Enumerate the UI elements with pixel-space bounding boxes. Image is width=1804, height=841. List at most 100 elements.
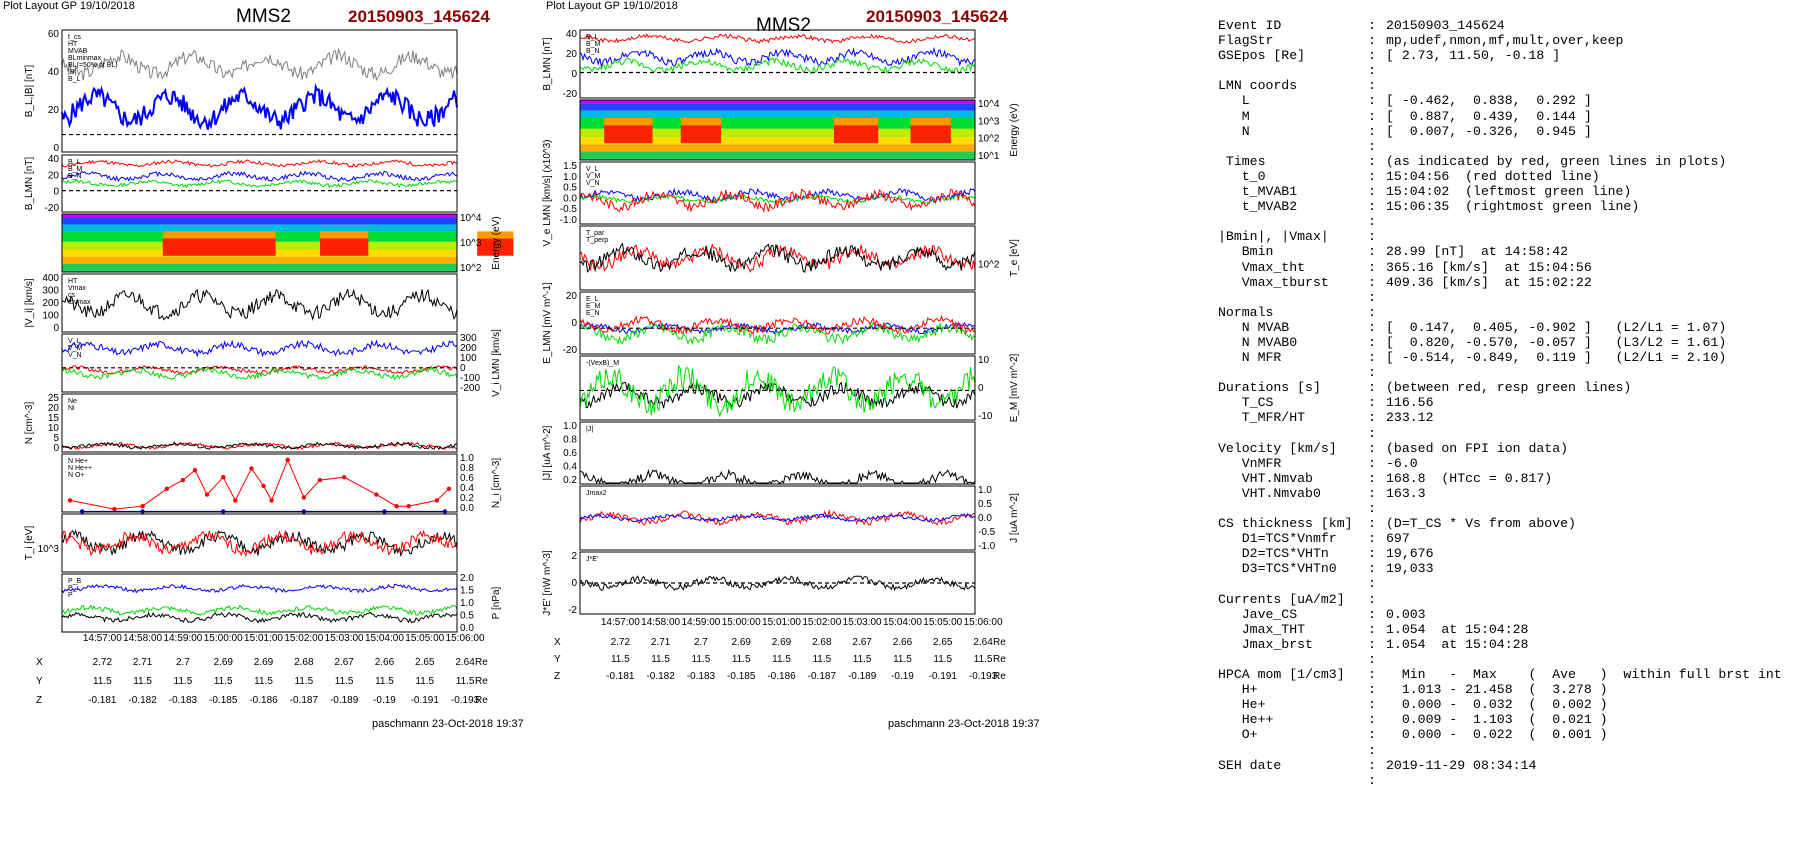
info-key <box>1218 773 1368 788</box>
info-value: (between red, resp green lines) <box>1386 380 1632 396</box>
info-key <box>1218 365 1368 380</box>
info-row: |Bmin|, |Vmax|: <box>1218 229 1798 244</box>
spectrogram-band <box>580 144 975 152</box>
position-unit: Re <box>475 657 488 668</box>
position-value: 11.5 <box>651 654 670 665</box>
position-value: 11.5 <box>692 654 711 665</box>
time-tick-label: 14:57:00 <box>83 633 122 644</box>
info-key: LMN coords <box>1218 78 1298 94</box>
legend-entry: B_L <box>68 159 81 166</box>
y-tick-label: 0.2 <box>563 475 577 486</box>
y-tick-label: 1.0 <box>563 421 577 432</box>
position-value: 11.5 <box>611 654 630 665</box>
panel-frame <box>61 213 458 273</box>
info-key: D1=TCS*Vnmfr <box>1218 531 1337 547</box>
position-value: 11.5 <box>732 654 751 665</box>
position-value: -0.191 <box>411 695 440 706</box>
position-axis-label: Y <box>554 654 561 665</box>
legend-entry: P <box>68 592 73 599</box>
legend-entry: E_N <box>586 310 600 317</box>
info-key <box>1218 743 1368 758</box>
info-value: 233.12 <box>1386 410 1434 426</box>
y-tick-label: 20 <box>566 49 578 60</box>
time-tick-label: 14:57:00 <box>601 617 640 628</box>
info-key: HPCA mom [1/cm3] <box>1218 667 1345 683</box>
y-tick-label: -20 <box>45 203 60 214</box>
position-unit: Re <box>993 671 1006 682</box>
info-colon: : <box>1368 108 1376 124</box>
y-tick-label: 0 <box>571 578 577 589</box>
series-em <box>579 364 976 417</box>
position-value: 2.65 <box>415 657 435 668</box>
info-colon: : <box>1368 153 1376 169</box>
info-key: N MVAB0 <box>1218 334 1298 350</box>
position-value: 2.69 <box>731 637 751 648</box>
info-colon: : <box>1368 350 1376 366</box>
y-tick-label: 10 <box>978 355 990 366</box>
info-key: t_0 <box>1218 168 1266 184</box>
info-value: 697 <box>1386 531 1410 547</box>
info-colon: : <box>1368 365 1376 381</box>
info-key <box>1218 576 1368 591</box>
legend-entry: HT <box>68 41 78 48</box>
series-jl <box>579 508 975 527</box>
info-colon: : <box>1368 334 1376 350</box>
hot-region-edge <box>680 118 722 126</box>
info-value: 19,676 <box>1386 546 1434 562</box>
position-value: 11.5 <box>174 676 193 687</box>
data-point <box>79 509 85 514</box>
y-tick-label: 10 <box>48 423 60 434</box>
y-tick-label: 300 <box>42 286 59 297</box>
position-unit: Re <box>993 654 1006 665</box>
legend-entry: tbvmax <box>68 299 91 306</box>
info-row: t_MVAB1:15:04:02 (leftmost green line) <box>1218 184 1798 199</box>
series-bn <box>61 178 458 189</box>
y-tick-label: 2.0 <box>460 573 474 584</box>
legend-entry: BL(=50% of BL) <box>68 62 118 69</box>
right-panel-7: 1.0 0.8 0.6 0.4 0.2 |J| [uA m^-2] |J| <box>542 421 976 486</box>
position-axis-label: X <box>36 657 43 668</box>
spectrogram <box>62 214 514 272</box>
info-value: [ 0.820, -0.570, -0.057 ] (L3/L2 = 1.61) <box>1386 334 1727 350</box>
position-value: 2.71 <box>133 657 153 668</box>
info-key: GSEpos [Re] <box>1218 48 1306 64</box>
info-row: : <box>1218 652 1798 667</box>
info-key: Times <box>1218 153 1266 169</box>
time-tick-label: 14:58:00 <box>641 617 680 628</box>
position-axis-label: Z <box>554 671 560 682</box>
series-bm <box>579 46 976 68</box>
info-row: LMN coords: <box>1218 78 1798 93</box>
position-axis-label: X <box>554 637 561 648</box>
y-tick-label: 1.5 <box>460 586 474 597</box>
series-line <box>70 458 450 510</box>
time-tick-label: 14:59:00 <box>163 633 202 644</box>
right-panel-9: 2 0 -2 J*E' [nW m^-3] J*E' <box>542 550 976 616</box>
spectrogram-band <box>580 118 975 129</box>
info-row: H+: 1.013 - 21.458 ( 3.278 ) <box>1218 682 1798 697</box>
legend-entry: V_M <box>68 345 83 352</box>
y-axis-label: N_i [cm^-3] <box>491 458 502 508</box>
y-axis-label: T_e [eV] <box>1009 239 1020 277</box>
panel-frame <box>61 273 458 333</box>
info-colon: : <box>1368 395 1376 411</box>
info-key: L <box>1218 93 1250 109</box>
y-tick-label: 0 <box>53 323 59 334</box>
time-tick-label: 15:04:00 <box>365 633 404 644</box>
y-tick-label: 10^3 <box>460 238 482 249</box>
info-colon: : <box>1368 772 1376 788</box>
info-key: Normals <box>1218 304 1274 320</box>
y-tick-label: 0.4 <box>460 483 474 494</box>
hot-region <box>680 125 722 144</box>
info-colon: : <box>1368 742 1376 758</box>
position-value: 11.5 <box>375 676 394 687</box>
y-axis-label: T_i [eV] <box>24 526 35 561</box>
info-row: SEH date:2019-11-29 08:34:14 <box>1218 758 1798 773</box>
position-value: -0.193 <box>451 695 480 706</box>
info-value: 1.054 at 15:04:28 <box>1386 636 1529 652</box>
time-tick-label: 15:04:00 <box>883 617 922 628</box>
panel-frame <box>61 333 458 393</box>
position-value: 2.68 <box>294 657 314 668</box>
info-value: [ -0.514, -0.849, 0.119 ] (L2/L1 = 2.10) <box>1386 350 1727 366</box>
y-tick-label: 10^3 <box>978 116 1000 127</box>
